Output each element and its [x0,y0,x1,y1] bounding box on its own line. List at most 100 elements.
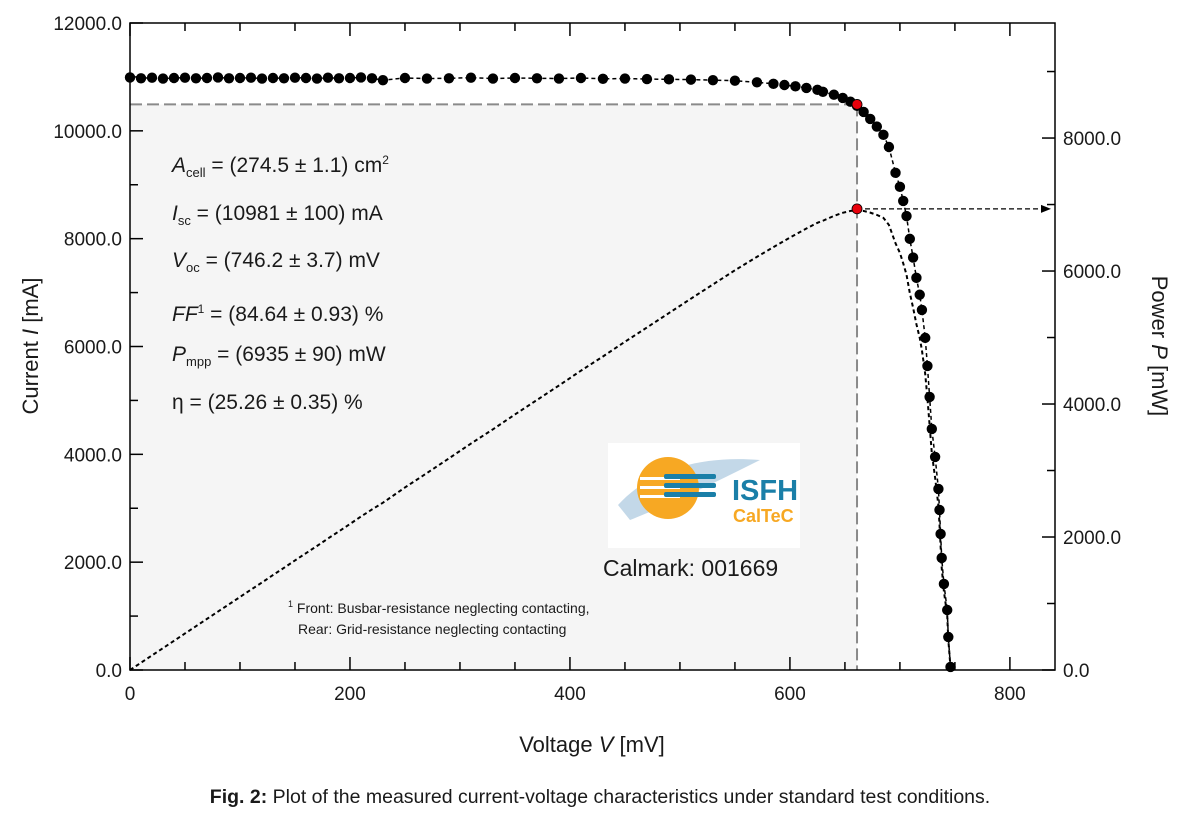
iv-data-point [911,272,922,284]
iv-data-point [907,252,919,263]
x-tick-label: 400 [554,684,586,705]
iv-data-point [366,73,378,84]
iv-data-point [942,604,953,616]
iv-data-point [575,72,587,84]
iv-data-point [865,113,876,125]
iv-data-point [322,72,334,83]
iv-data-point [924,391,935,403]
iv-data-point [256,73,268,84]
iv-data-point [936,552,947,564]
iv-data-point [801,82,812,94]
iv-data-point [904,233,916,245]
iv-data-point [619,73,631,84]
iv-data-point [934,504,945,516]
iv-data-point [179,72,191,83]
iv-data-point [300,72,312,84]
x-tick-label: 200 [334,684,366,705]
y2-tick-label: 8000.0 [1063,129,1121,150]
isfh-logo: ISFH CalTeC [608,443,800,548]
iv-data-point [399,72,411,84]
result-line: Voc = (746.2 ± 3.7) mV [172,249,380,275]
figure-caption: Fig. 2: Plot of the measured current-vol… [0,786,1200,809]
y-tick-label: 12000.0 [53,14,122,35]
x-axis-title: Voltage V [mV] [519,732,665,757]
iv-data-point [212,72,224,83]
y2-axis-title: Power P [mW] [1147,276,1172,417]
iv-data-point [779,79,790,91]
iv-data-point [933,483,944,495]
iv-data-point [641,73,653,85]
iv-data-point [922,360,933,372]
iv-data-point [289,72,301,83]
iv-data-point [201,72,213,84]
iv-data-point [597,73,609,85]
y-tick-label: 6000.0 [64,338,122,359]
power-curve [129,209,952,671]
iv-data-point [828,89,840,100]
iv-data-point [234,72,246,84]
result-line: Pmpp = (6935 ± 90) mW [172,343,386,369]
x-tick-label: 800 [994,684,1026,705]
y2-tick-label: 4000.0 [1063,395,1121,416]
iv-data-point [938,578,950,590]
iv-data-point [553,73,565,84]
y2-tick-label: 6000.0 [1063,262,1121,283]
iv-data-point [914,289,925,300]
iv-data-point [333,73,345,84]
iv-data-point [729,75,741,86]
y-tick-label: 10000.0 [53,122,122,143]
y-tick-label: 0.0 [96,661,122,682]
mpp-power-point [851,203,863,215]
caption-text: Plot of the measured current-voltage cha… [267,786,991,808]
iv-data-point [157,73,169,84]
calmark-label: Calmark: 001669 [603,555,779,581]
iv-data-point [929,451,941,463]
iv-data-point [168,72,180,84]
iv-data-point [421,73,433,84]
iv-data-point [685,74,697,85]
iv-data-point [768,78,779,90]
y-tick-label: 8000.0 [64,230,122,251]
iv-data-point [377,74,389,86]
iv-data-point [920,332,931,344]
iv-data-point [858,106,869,118]
iv-data-point [135,73,147,84]
y-axis-title: Current I [mA] [18,278,43,415]
iv-data-point [883,141,895,153]
x-tick-label: 600 [774,684,806,705]
mpp-current-point [851,99,863,110]
y2-tick-label: 2000.0 [1063,528,1121,549]
iv-data-point [267,72,279,84]
result-line: Acell = (274.5 ± 1.1) cm2 [172,153,389,180]
result-line: FF1 = (84.64 ± 0.93) % [172,301,384,326]
iv-data-point [871,121,883,132]
iv-data-point [943,631,954,643]
iv-data-point [751,77,763,88]
x-tick-label: 0 [125,684,136,705]
results-legend: Acell = (274.5 ± 1.1) cm2 Isc = (10981 ± … [172,140,389,423]
y-tick-label: 2000.0 [64,553,122,574]
iv-data-point [487,73,499,84]
iv-data-point [223,73,235,84]
iv-data-point [311,73,323,84]
iv-data-point [926,423,938,435]
svg-text:CalTeC: CalTeC [733,506,794,526]
iv-data-point [894,181,906,193]
iv-data-point [898,195,909,207]
y-tick-label: 4000.0 [64,445,122,466]
iv-data-point [190,73,202,84]
iv-data-point [916,304,928,316]
iv-data-point [278,73,290,84]
iv-data-point [344,72,356,84]
mpp-shaded-region [130,104,858,670]
iv-data-point [817,86,829,97]
iv-data-point [443,73,455,84]
iv-data-point [465,72,477,83]
iv-data-point [146,72,158,83]
iv-data-point [355,72,367,83]
arrow-head-icon [1041,204,1051,213]
y2-tick-label: 0.0 [1063,661,1089,682]
iv-data-point [935,528,946,540]
result-line: η = (25.26 ± 0.35) % [172,390,363,414]
